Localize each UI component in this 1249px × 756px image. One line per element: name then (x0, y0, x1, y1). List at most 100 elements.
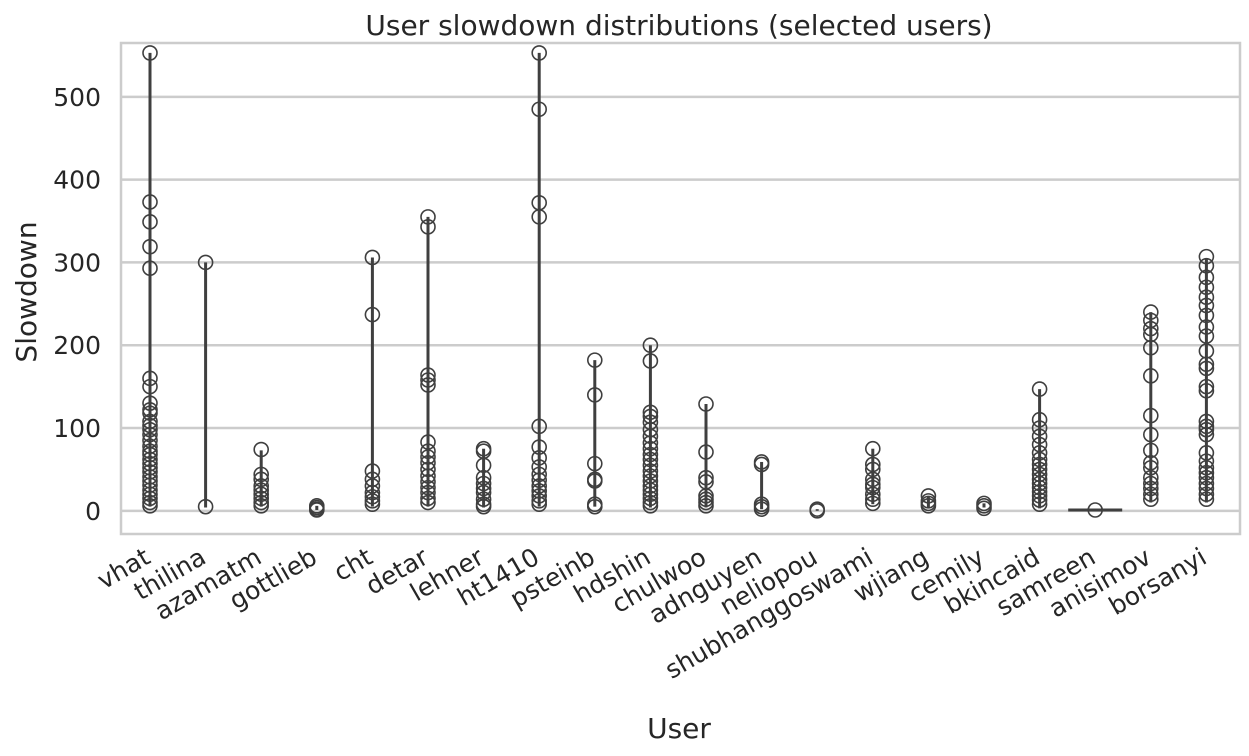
outlier-point (1031, 411, 1048, 428)
outlier-point (864, 479, 881, 496)
user-box-azamatm (253, 441, 270, 514)
outlier-point (1198, 289, 1215, 305)
outlier-point (642, 428, 659, 445)
outlier-point (1031, 479, 1048, 496)
outlier-point (1031, 496, 1048, 512)
user-box-anisimov (1143, 304, 1159, 508)
user-box-adnguyen (753, 454, 770, 517)
outlier-point (864, 471, 881, 488)
outlier-point (253, 486, 270, 503)
outlier-point (142, 482, 158, 498)
outlier-point (1198, 297, 1215, 314)
outlier-point (1031, 381, 1048, 397)
outlier-point (642, 337, 659, 354)
user-box-neliopou (809, 501, 826, 519)
user-box-ht1410 (531, 45, 548, 512)
outlier-point (1143, 304, 1159, 320)
outlier-point (1198, 464, 1215, 481)
user-box-shubhanggoswami (864, 440, 881, 512)
outlier-point (642, 490, 659, 507)
user-box-gottlieb (308, 498, 325, 518)
outlier-point (253, 482, 270, 498)
outlier-point (1198, 360, 1215, 377)
outlier-point (1198, 307, 1215, 324)
outlier-point (1198, 475, 1215, 492)
outlier-point (642, 404, 659, 421)
grid-lines (121, 95, 1240, 513)
outlier-point (864, 495, 881, 512)
outlier-point (864, 491, 881, 508)
outlier-point (420, 377, 436, 393)
box-plots (142, 45, 1215, 519)
outlier-point (1198, 469, 1215, 486)
x-axis-label: User (647, 712, 711, 745)
outlier-point (197, 254, 214, 271)
user-box-chulwoo (698, 396, 714, 514)
outlier-point (642, 440, 659, 457)
outlier-point (142, 451, 158, 468)
outlier-point (364, 484, 381, 501)
outlier-point (253, 498, 270, 514)
user-box-hdshin (642, 337, 659, 514)
outlier-point (1198, 486, 1215, 503)
outlier-point (1031, 471, 1048, 488)
outlier-point (1198, 269, 1215, 286)
outlier-point (1143, 407, 1159, 424)
outlier-point (1143, 339, 1159, 356)
outlier-point (475, 469, 492, 486)
outlier-point (586, 352, 603, 368)
outlier-point (364, 496, 381, 512)
outlier-point (1198, 279, 1215, 296)
outlier-point (1143, 320, 1159, 337)
chart-title: User slowdown distributions (selected us… (365, 9, 992, 42)
outlier-point (142, 260, 158, 277)
outlier-point (1198, 257, 1215, 274)
outlier-point (1143, 480, 1159, 497)
outlier-point (420, 449, 436, 465)
user-box-vhat (142, 45, 158, 514)
outlier-point (420, 443, 436, 460)
outlier-point (531, 418, 548, 435)
outlier-point (1198, 356, 1215, 373)
outlier-point (253, 471, 270, 488)
outlier-point (1198, 426, 1215, 443)
user-box-borsanyi (1198, 248, 1215, 508)
outlier-point (475, 491, 492, 508)
outlier-point (531, 450, 548, 466)
outlier-point (642, 482, 659, 498)
outlier-point (253, 490, 270, 507)
outlier-point (1143, 475, 1159, 492)
outlier-point (1031, 492, 1048, 508)
outlier-point (197, 498, 214, 515)
outlier-point (1198, 421, 1215, 438)
outlier-point (1087, 502, 1103, 518)
y-tick-label: 300 (53, 248, 101, 277)
outlier-point (420, 484, 436, 501)
outlier-point (1143, 459, 1159, 476)
outlier-point (642, 451, 659, 468)
outlier-point (142, 214, 158, 230)
y-axis-label: Slowdown (10, 221, 43, 362)
user-box-cemily (976, 495, 992, 517)
outlier-point (1198, 453, 1215, 469)
outlier-point (364, 463, 381, 479)
outlier-point (364, 249, 381, 266)
outlier-point (142, 498, 158, 514)
outlier-point (642, 446, 659, 463)
outlier-point (420, 219, 436, 235)
outlier-point (809, 503, 826, 519)
outlier-point (1198, 480, 1215, 497)
outlier-point (698, 469, 714, 486)
outlier-point (142, 426, 158, 443)
y-tick-label: 0 (85, 497, 101, 526)
outlier-point (920, 498, 937, 514)
outlier-point (531, 488, 548, 504)
outlier-point (642, 478, 659, 494)
outlier-point (142, 378, 158, 395)
outlier-point (420, 479, 436, 496)
outlier-point (364, 306, 381, 323)
outlier-point (1031, 451, 1048, 468)
outlier-point (142, 45, 158, 61)
y-tick-label: 200 (53, 331, 101, 360)
